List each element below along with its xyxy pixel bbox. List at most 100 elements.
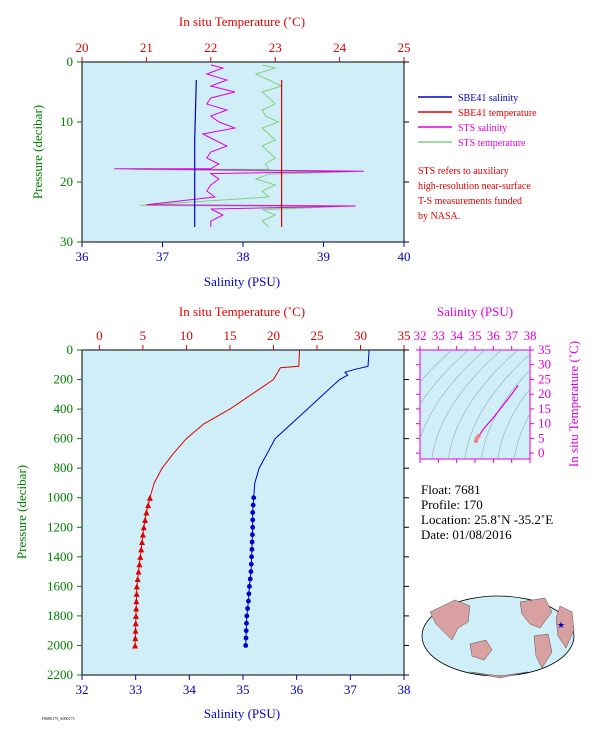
- info-location: Location: 25.8˚N -35.2˚E: [421, 512, 553, 527]
- bottom-temperature-marker: [132, 627, 139, 634]
- ts-y-tick-label: 10: [538, 416, 551, 431]
- bottom-temperature-marker: [132, 635, 139, 642]
- bottom-x-tick-label: 35: [237, 682, 250, 697]
- bottom-y-tick-label: 200: [54, 372, 74, 387]
- bottom-y-tick-label: 1800: [47, 608, 73, 623]
- ts-y-tick-label: 15: [538, 401, 551, 416]
- top-x-tick-label: 40: [398, 249, 411, 264]
- bottom-x2-tick-label: 30: [354, 328, 367, 343]
- bottom-temperature-marker: [143, 509, 150, 516]
- ts-isopycnal: [481, 369, 530, 459]
- bottom-x2-tick-label: 20: [267, 328, 280, 343]
- ts-series: [473, 385, 519, 443]
- bottom-plot-area: [81, 349, 405, 676]
- legend-label-sbe-temperature: SBE41 temperature: [458, 108, 537, 119]
- bottom-y-tick-label: 2000: [47, 637, 73, 652]
- bottom-salinity-marker: [243, 635, 249, 641]
- ts-isopycnal: [464, 353, 530, 459]
- bottom-x2-tick-label: 10: [180, 328, 193, 343]
- bottom-salinity-marker: [250, 532, 255, 538]
- info-date: Date: 01/08/2016: [421, 527, 512, 542]
- bottom-salinity-marker: [250, 510, 256, 515]
- ts-x-tick-label: 35: [469, 328, 482, 343]
- bottom-x-tick-label: 37: [344, 682, 358, 697]
- bottom-x-tick-label: 34: [183, 682, 197, 697]
- bottom-y-tick-label: 1600: [47, 578, 73, 593]
- bottom-temperature-marker: [142, 516, 149, 523]
- bottom-y-tick-label: 600: [54, 431, 74, 446]
- bottom-salinity-marker: [250, 524, 256, 530]
- bottom-temperature-marker: [133, 598, 140, 605]
- top-sts-salinity-line: [114, 64, 364, 227]
- bottom-temperature-marker: [133, 583, 140, 590]
- bottom-salinity-marker: [250, 502, 256, 508]
- bottom-temperature-marker: [136, 561, 143, 568]
- ts-isopycnal: [448, 350, 519, 459]
- bottom-x-tick-label: 38: [398, 682, 411, 697]
- bottom-temperature-marker: [137, 553, 144, 560]
- top-x-tick-label: 37: [156, 249, 170, 264]
- bottom-series: [132, 349, 370, 649]
- bottom-x2-tick-label: 35: [398, 328, 411, 343]
- note-line-1: STS refers to auxiliary: [418, 166, 509, 177]
- note-line-2: high-resolution near-surface: [418, 181, 531, 192]
- ts-isopycnal: [497, 388, 530, 459]
- ts-x-tick-label: 33: [432, 328, 445, 343]
- ts-isopycnal: [420, 350, 486, 440]
- ts-y-label: In situ Temperature (˚C): [566, 341, 581, 467]
- info-profile: Profile: 170: [421, 497, 483, 512]
- legend-label-sbe-salinity: SBE41 salinity: [458, 93, 518, 104]
- ts-isopycnal: [431, 350, 502, 459]
- top-x2-tick-label: 20: [76, 40, 89, 55]
- bottom-salinity-marker: [243, 643, 249, 648]
- ts-y-tick-label: 30: [538, 357, 551, 372]
- ts-y-tick-label: 20: [538, 386, 551, 401]
- top-panel: In situ Temperature (˚C) 36 37 38 39 40 20 21 2…: [30, 14, 411, 289]
- ts-isopycnal: [597, 350, 601, 459]
- bottom-y-tick-label: 1200: [47, 519, 73, 534]
- bottom-salinity-marker: [247, 576, 253, 582]
- bottom-x-tick-label: 32: [76, 682, 89, 697]
- top-x2-tick-label: 23: [269, 40, 282, 55]
- bottom-temperature-marker: [140, 524, 147, 531]
- ts-isopycnal: [420, 350, 469, 405]
- bottom-y-tick-label: 800: [54, 460, 74, 475]
- note-line-3: T-S measurements funded: [418, 196, 522, 207]
- bottom-salinity-marker: [251, 495, 257, 501]
- top-x-tick-label: 38: [237, 249, 250, 264]
- world-map: ★: [421, 595, 575, 679]
- top-x2-tick-label: 24: [333, 40, 347, 55]
- bottom-salinity-marker: [248, 561, 254, 567]
- bottom-ticks: 32 33 34 35 36 37 38 0 5 10 15 20 25 30 35 0 200 400 600 80…: [47, 328, 411, 697]
- bottom-y-tick-label: 1400: [47, 549, 73, 564]
- bottom-y-tick-label: 2200: [47, 667, 73, 682]
- ts-x-tick-label: 32: [414, 328, 427, 343]
- legend-label-sts-temperature: STS temperature: [458, 138, 526, 149]
- bottom-salinity-marker: [249, 547, 255, 552]
- bottom-salinity-marker: [243, 628, 249, 634]
- legend: SBE41 salinity SBE41 temperature STS sal…: [418, 93, 537, 149]
- ts-x-tick-label: 38: [524, 328, 537, 343]
- top-y-label: Pressure (decibar): [30, 105, 45, 199]
- top-x2-tick-label: 22: [204, 40, 217, 55]
- ts-y-tick-label: 25: [538, 371, 551, 386]
- map-float-star: ★: [557, 620, 565, 630]
- ts-panel: Salinity (PSU) 32 33 34 35 36 37 3805101520253…: [414, 304, 601, 467]
- footer-code: F0080175_S000173: [42, 716, 74, 721]
- top-x2-tick-label: 25: [398, 40, 411, 55]
- ts-x-label: Salinity (PSU): [437, 304, 513, 319]
- map-landmass-north-america: [519, 597, 553, 629]
- bottom-y-tick-label: 400: [54, 401, 74, 416]
- map-landmass-south-america: [533, 633, 553, 669]
- bottom-x2-tick-label: 25: [310, 328, 323, 343]
- bottom-temperature-marker: [135, 568, 142, 575]
- ts-density-contours: [420, 350, 601, 459]
- bottom-temperature-marker: [139, 539, 146, 546]
- sts-note: STS refers to auxiliary high-resolution …: [418, 166, 531, 222]
- bottom-temperature-marker: [145, 502, 152, 509]
- bottom-salinity-marker: [248, 569, 254, 574]
- ts-y-tick-label: 0: [538, 445, 545, 460]
- bottom-salinity-marker: [249, 554, 255, 560]
- bottom-x2-label: In situ Temperature (˚C): [179, 304, 305, 319]
